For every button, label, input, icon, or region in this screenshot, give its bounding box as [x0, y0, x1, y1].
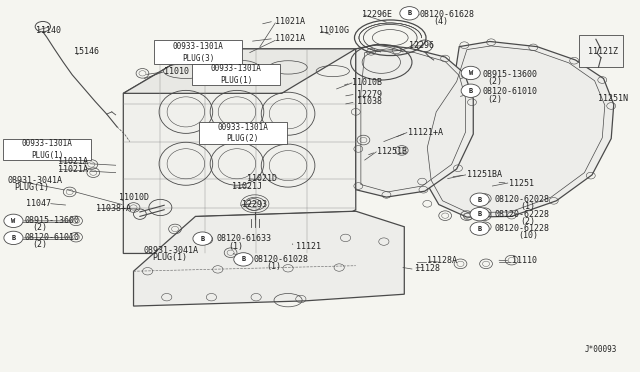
Text: (4): (4) [434, 17, 449, 26]
Text: J*00093: J*00093 [585, 345, 618, 354]
Text: PLUG(1): PLUG(1) [153, 253, 188, 262]
Text: B: B [200, 235, 205, 242]
Text: 15146: 15146 [74, 47, 99, 56]
Text: 12296E: 12296E [362, 10, 392, 19]
Text: 11128: 11128 [415, 264, 440, 273]
Text: 12279: 12279 [357, 90, 382, 99]
Text: B: B [12, 235, 15, 241]
Text: 08120-61633: 08120-61633 [216, 234, 271, 243]
Text: 11021A: 11021A [58, 165, 88, 174]
Text: 11251B: 11251B [378, 147, 408, 156]
Text: 08931-3041A: 08931-3041A [144, 246, 199, 255]
Ellipse shape [461, 66, 480, 80]
Ellipse shape [470, 208, 489, 221]
Text: (1): (1) [228, 241, 243, 250]
Text: 11110: 11110 [511, 256, 536, 265]
Text: B: B [477, 226, 482, 232]
Bar [198, 122, 287, 144]
Text: 11038+A: 11038+A [97, 204, 131, 213]
Text: 11251BA: 11251BA [467, 170, 502, 179]
Text: 11010G: 11010G [319, 26, 349, 35]
Text: PLUG(1): PLUG(1) [15, 183, 50, 192]
Ellipse shape [470, 193, 489, 206]
Polygon shape [124, 49, 356, 93]
Text: (1): (1) [520, 202, 536, 211]
Text: B: B [477, 211, 482, 217]
Text: 11021D: 11021D [247, 174, 277, 183]
Text: 08120-61010: 08120-61010 [25, 233, 80, 243]
Text: 08931-3041A: 08931-3041A [7, 176, 62, 185]
Text: W: W [12, 218, 15, 224]
Polygon shape [124, 49, 356, 253]
Text: 00933-1301A
PLUG(1): 00933-1301A PLUG(1) [211, 64, 262, 85]
Polygon shape [422, 41, 614, 217]
Text: (1): (1) [266, 262, 282, 271]
Text: (2): (2) [33, 240, 47, 250]
Text: 12293: 12293 [242, 200, 267, 209]
Bar [579, 35, 623, 67]
Ellipse shape [193, 232, 212, 245]
Text: 08120-62028: 08120-62028 [495, 195, 550, 204]
Text: 08120-62228: 08120-62228 [495, 210, 550, 219]
Text: B: B [407, 10, 412, 16]
Text: W: W [468, 70, 473, 76]
Text: 08120-61628: 08120-61628 [420, 10, 475, 19]
Text: 11047: 11047 [26, 199, 51, 208]
Ellipse shape [234, 253, 253, 266]
Ellipse shape [470, 222, 489, 235]
Text: 11010: 11010 [164, 67, 189, 76]
Text: 11021A: 11021A [58, 157, 88, 166]
Text: 11251N: 11251N [598, 94, 628, 103]
Ellipse shape [461, 84, 480, 97]
Text: (2): (2) [33, 223, 47, 232]
Text: (2): (2) [487, 77, 502, 86]
Bar [154, 40, 242, 64]
Text: 00933-1301A
PLUG(2): 00933-1301A PLUG(2) [218, 123, 268, 143]
Text: B: B [241, 256, 246, 262]
Text: 11121+A: 11121+A [408, 128, 443, 137]
Text: 08120-61228: 08120-61228 [495, 224, 550, 233]
Text: (2): (2) [520, 217, 536, 226]
Text: 11128A: 11128A [428, 256, 458, 265]
Text: 11021A: 11021A [275, 34, 305, 43]
Text: 00933-1301A
PLUG(3): 00933-1301A PLUG(3) [173, 42, 223, 62]
Polygon shape [134, 211, 404, 306]
Text: 11121: 11121 [296, 242, 321, 251]
Text: 12296: 12296 [410, 41, 435, 51]
Text: 11021J: 11021J [232, 182, 262, 191]
Text: B: B [477, 197, 482, 203]
Text: 00933-1301A
PLUG(1): 00933-1301A PLUG(1) [22, 139, 73, 160]
Text: 11021A: 11021A [275, 17, 305, 26]
Text: B: B [468, 88, 473, 94]
Text: (2): (2) [487, 95, 502, 104]
Text: 11038: 11038 [357, 97, 382, 106]
Bar [192, 64, 280, 85]
Ellipse shape [400, 7, 419, 20]
Text: 11010B: 11010B [352, 78, 382, 87]
Polygon shape [356, 44, 473, 197]
Text: 08120-61010: 08120-61010 [482, 87, 537, 96]
Ellipse shape [4, 231, 23, 244]
Text: 11140: 11140 [36, 26, 61, 35]
Bar [3, 138, 92, 160]
Text: 08120-61028: 08120-61028 [253, 255, 308, 264]
Text: 11010D: 11010D [120, 193, 150, 202]
Text: (10): (10) [518, 231, 538, 240]
Ellipse shape [4, 214, 23, 228]
Text: 11121Z: 11121Z [588, 47, 618, 56]
Text: 08915-13600: 08915-13600 [25, 217, 80, 225]
Text: 11251: 11251 [509, 179, 534, 187]
Text: 08915-13600: 08915-13600 [482, 70, 537, 78]
